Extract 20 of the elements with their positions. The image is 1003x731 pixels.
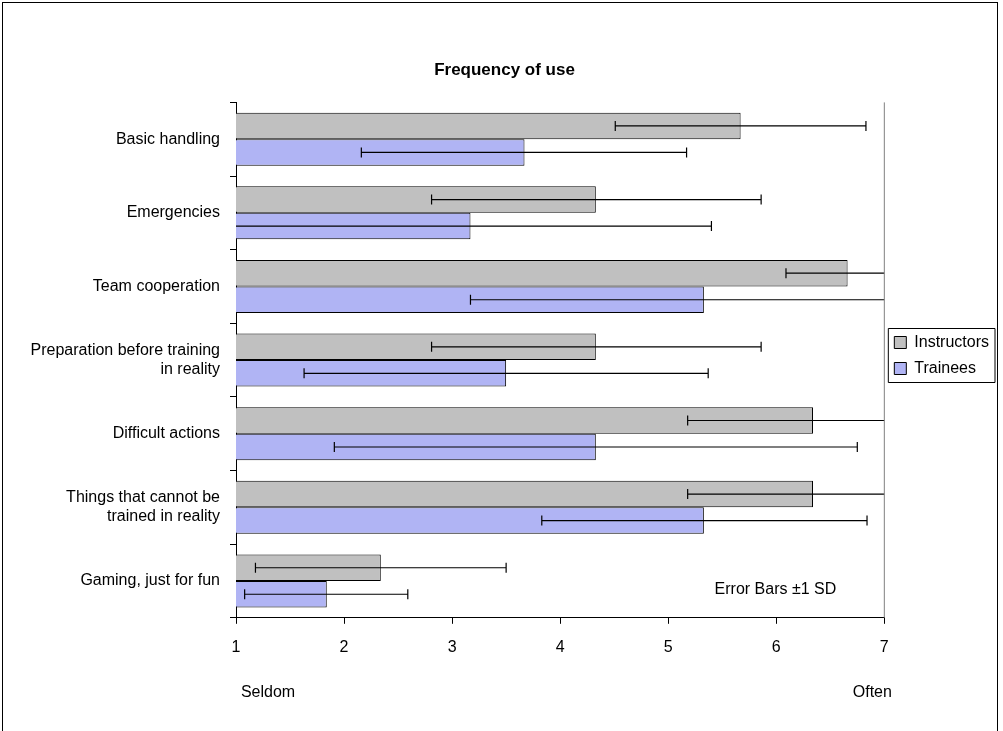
x-tick-label: 4 bbox=[555, 637, 565, 655]
x-tick-label: 2 bbox=[339, 637, 349, 655]
legend-label: Instructors bbox=[914, 332, 989, 350]
y-tick-label: Things that cannot be trained in reality bbox=[66, 488, 221, 525]
chart-title: Frequency of use bbox=[434, 59, 575, 79]
x-tick-label: 7 bbox=[879, 637, 889, 655]
y-tick-label: Basic handling bbox=[115, 129, 220, 147]
y-tick-label: Team cooperation bbox=[92, 276, 220, 294]
legend-label: Trainees bbox=[914, 358, 976, 376]
x-tick-label: 3 bbox=[447, 637, 457, 655]
text: Seldom bbox=[240, 683, 296, 701]
y-tick-label: Emergencies bbox=[126, 203, 220, 221]
annotation: Error Bars ±1 SD bbox=[714, 580, 837, 598]
y-tick-label: Gaming, just for fun bbox=[80, 571, 220, 589]
y-tick-label: Preparation before training in reality bbox=[30, 340, 220, 378]
text: Often bbox=[852, 683, 892, 701]
x-tick-label: 1 bbox=[231, 637, 241, 655]
x-tick-label: 5 bbox=[663, 637, 673, 655]
y-tick-label: Difficult actions bbox=[112, 424, 220, 442]
x-tick-label: 6 bbox=[771, 637, 781, 655]
